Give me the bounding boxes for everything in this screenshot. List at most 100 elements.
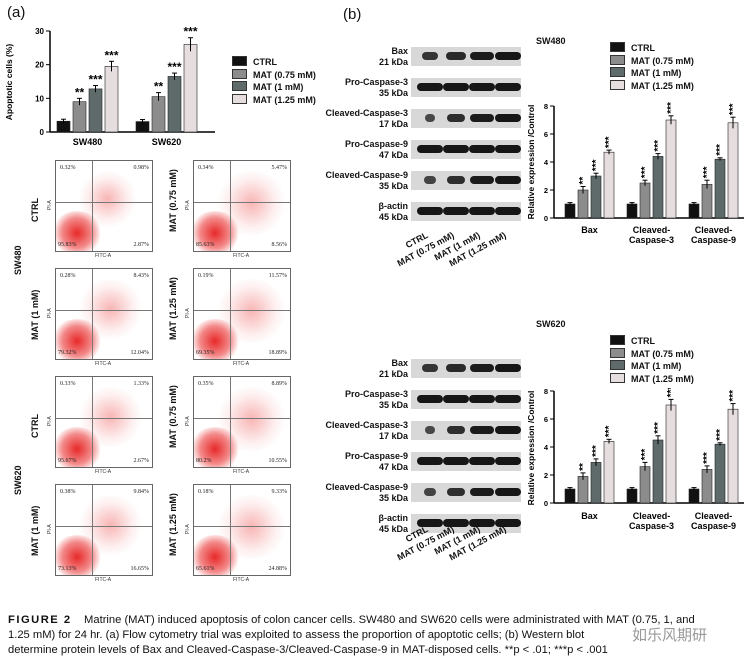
- flow-y-axis-label: PI-A: [47, 416, 53, 426]
- quadrant-value: 0.19%: [198, 273, 214, 279]
- protein-name: β-actin: [378, 201, 409, 211]
- blot-band: [469, 83, 495, 91]
- category-label: Caspase-3: [629, 235, 674, 245]
- flow-x-axis-label: FITC-A: [95, 253, 112, 259]
- category-label: Caspase-9: [691, 521, 736, 531]
- protein-kda: 21 kDa: [378, 369, 408, 379]
- flow-plot-label: MAT (1 mM): [30, 505, 40, 556]
- flow-plot-label: MAT (1 mM): [30, 289, 40, 340]
- flow-plot: 0.28% 8.43% 79.32% 12.04%: [55, 268, 153, 360]
- blot-strip: [411, 421, 521, 440]
- legend-item: MAT (1 mM): [610, 67, 681, 78]
- blot-band: [424, 176, 436, 184]
- quadrant-value: 0.34%: [198, 165, 214, 171]
- significance-label: ***: [702, 452, 713, 464]
- category-label: SW480: [73, 137, 103, 147]
- quadrant-value: 12.04%: [130, 350, 150, 356]
- blot-strip: [411, 390, 521, 409]
- protein-name: Pro-Caspase-3: [344, 389, 408, 399]
- quadrant-value: 95.83%: [58, 242, 77, 248]
- blot-strip: [411, 78, 521, 97]
- blot-row-label: Bax 21 kDa: [310, 46, 408, 68]
- category-label: Caspase-3: [629, 521, 674, 531]
- legend-label: MAT (0.75 mM): [631, 55, 694, 66]
- caption-line-1: Matrine (MAT) induced apoptosis of colon…: [84, 614, 695, 626]
- significance-label: ***: [653, 422, 664, 434]
- bar: [590, 175, 602, 219]
- quadrant-value: 9.33%: [271, 489, 288, 495]
- significance-label: ***: [702, 166, 713, 178]
- y-tick-label: 20: [35, 61, 44, 70]
- y-tick-label: 2: [544, 186, 548, 195]
- flow-plot: 0.35% 8.89% 80.2% 10.55%: [193, 376, 291, 468]
- protein-kda: 35 kDa: [378, 88, 408, 98]
- blot-band: [443, 519, 469, 527]
- flow-plot: 0.33% 1.33% 95.67% 2.67%: [55, 376, 153, 468]
- blot-band: [470, 52, 494, 60]
- blot-row-label: Cleaved-Caspase-9 35 kDa: [310, 170, 408, 192]
- quadrant-horizontal-line: [194, 525, 290, 527]
- quadrant-vertical-line: [92, 269, 94, 359]
- flow-y-axis-label: PI-A: [47, 524, 53, 534]
- y-tick-label: 4: [544, 158, 549, 167]
- legend-item: MAT (0.75 mM): [232, 68, 316, 80]
- legend-label: CTRL: [631, 43, 655, 53]
- significance-label: ***: [604, 136, 615, 148]
- quadrant-value: 0.32%: [60, 165, 76, 171]
- quadrant-value: 0.28%: [60, 273, 76, 279]
- flow-plot: 0.32% 0.98% 95.83% 2.87%: [55, 160, 153, 252]
- quadrant-horizontal-line: [56, 417, 152, 419]
- flow-x-axis-label: FITC-A: [233, 577, 250, 583]
- blot-band: [495, 395, 521, 403]
- caption-label: FIGURE 2: [8, 614, 72, 626]
- quadrant-value: 69.35%: [196, 350, 215, 356]
- blot-band: [447, 488, 465, 496]
- quadrant-value: 11.57%: [268, 273, 287, 279]
- quadrant-vertical-line: [230, 377, 232, 467]
- significance-label: ***: [591, 159, 602, 171]
- blot-band: [417, 519, 443, 527]
- quadrant-value: 18.89%: [268, 350, 288, 356]
- significance-label: ***: [640, 166, 651, 178]
- legend-item: MAT (1 mM): [610, 360, 681, 371]
- flow-y-axis-label: PI-A: [47, 200, 53, 210]
- quadrant-vertical-line: [230, 269, 232, 359]
- bar: [104, 66, 119, 133]
- blot-row-label: Pro-Caspase-3 35 kDa: [310, 389, 408, 411]
- flow-y-axis-label: PI-A: [185, 524, 191, 534]
- caption-line-2: 1.25 mM) for 24 hr. (a) Flow cytometry t…: [8, 629, 585, 641]
- flow-x-axis-label: FITC-A: [95, 469, 112, 475]
- blot-band: [425, 426, 435, 434]
- scatter-cloud: [194, 427, 240, 467]
- bar: [714, 443, 726, 504]
- protein-kda: 17 kDa: [378, 119, 408, 129]
- blot-row-label: Pro-Caspase-9 47 kDa: [310, 451, 408, 473]
- bar: [183, 44, 198, 133]
- bar: [639, 182, 651, 219]
- quadrant-value: 0.18%: [198, 489, 214, 495]
- y-tick-label: 6: [544, 130, 548, 139]
- significance-label: ***: [653, 140, 664, 152]
- legend-swatch: [610, 372, 625, 383]
- bar: [626, 203, 638, 219]
- scatter-cloud: [56, 427, 102, 467]
- quadrant-value: 80.2%: [196, 458, 212, 464]
- legend-swatch: [232, 68, 247, 79]
- blot-band: [443, 83, 469, 91]
- quadrant-vertical-line: [92, 161, 94, 251]
- y-tick-label: 10: [35, 94, 44, 103]
- blot-band: [495, 114, 521, 122]
- quadrant-value: 8.56%: [271, 242, 288, 248]
- flow-x-axis-label: FITC-A: [233, 361, 250, 367]
- blot-band: [443, 145, 469, 153]
- blot-band: [443, 207, 469, 215]
- quadrant-value: 24.88%: [268, 566, 288, 572]
- blot-band: [417, 457, 443, 465]
- significance-label: **: [154, 80, 164, 94]
- quadrant-vertical-line: [92, 377, 94, 467]
- blot-strip: [411, 452, 521, 471]
- blot-strip: [411, 514, 521, 533]
- flow-plot: 0.38% 9.84% 73.13% 16.65%: [55, 484, 153, 576]
- legend-sw480: CTRL MAT (0.75 mM) MAT (1 mM) MAT (1.25 mM): [610, 42, 730, 94]
